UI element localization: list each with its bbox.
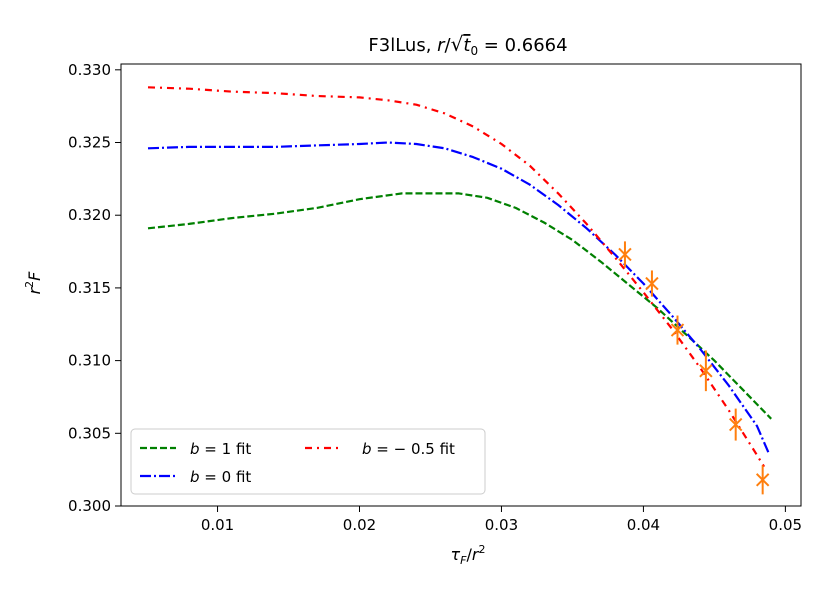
y-tick-label: 0.325 [68, 134, 111, 152]
x-axis-ticks: 0.01 0.02 0.03 0.04 0.05 [201, 506, 802, 534]
data-point-5 [755, 473, 770, 487]
axes-frame [120, 63, 802, 507]
legend-label-b0: b = 0 fit [190, 468, 251, 486]
x-tick-label: 0.02 [343, 516, 376, 534]
y-tick-label: 0.305 [68, 424, 111, 442]
series-line-1 [147, 141, 770, 453]
y-tick-label: 0.315 [68, 279, 111, 297]
x-tick-label: 0.01 [201, 516, 234, 534]
data-point-3 [699, 364, 713, 378]
series-layer [147, 86, 772, 468]
data-point-2 [670, 323, 685, 337]
y-tick-label: 0.320 [68, 206, 111, 224]
y-tick-label: 0.300 [68, 497, 111, 515]
data-point-4 [728, 417, 743, 432]
x-tick-label: 0.05 [769, 516, 802, 534]
legend-label-bm05: b = − 0.5 fit [362, 440, 455, 458]
data-point-0 [618, 247, 632, 262]
x-tick-label: 0.04 [627, 516, 660, 534]
x-tick-label: 0.03 [485, 516, 518, 534]
y-axis-label: r2F [23, 271, 44, 295]
series-line-2 [147, 86, 766, 468]
legend-box [130, 428, 486, 495]
plot-area: 0.01 0.02 0.03 0.04 0.05 0.300 0.305 0.310 0.31… [68, 61, 802, 534]
y-tick-label: 0.330 [68, 61, 111, 79]
series-line-0 [147, 192, 772, 420]
legend-label-b1: b = 1 fit [190, 440, 251, 458]
x-axis-label: τF/r2 [451, 543, 486, 567]
chart-title: F3lLus, r/√t0 = 0.6664 [368, 32, 567, 58]
y-axis-ticks: 0.300 0.305 0.310 0.315 0.320 0.325 0.330 [68, 61, 121, 515]
legend: b = 1 fit b = 0 fit b = − 0.5 fit [130, 428, 486, 495]
data-point-1 [645, 276, 659, 291]
y-tick-label: 0.310 [68, 352, 111, 370]
data-points-layer [618, 241, 770, 495]
